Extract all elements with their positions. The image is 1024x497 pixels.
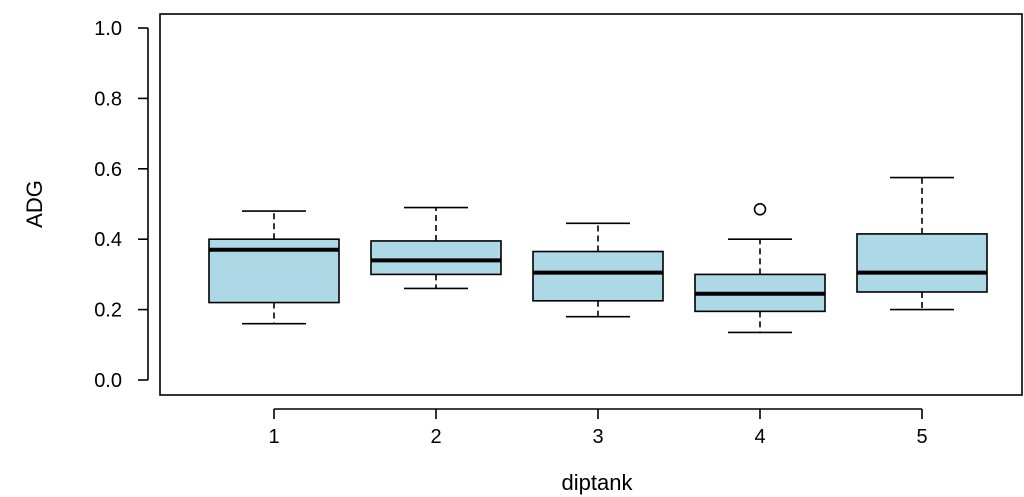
x-tick-label: 5 (916, 426, 927, 448)
y-tick-label: 0.2 (94, 300, 122, 322)
iqr-box (532, 250, 664, 302)
y-tick-label: 0.6 (94, 159, 122, 181)
plot-frame (159, 13, 1023, 396)
iqr-box (370, 240, 502, 276)
y-axis: 0.0 0.2 0.4 0.6 0.8 1.0 (94, 18, 149, 392)
x-tick-label: 2 (430, 426, 441, 448)
boxes (208, 176, 988, 334)
y-tick-label: 0.0 (94, 370, 122, 392)
iqr-box (856, 233, 988, 293)
y-tick-label: 1.0 (94, 18, 122, 40)
box-group-1 (208, 210, 340, 325)
box-group-3 (532, 222, 664, 318)
y-tick-label: 0.8 (94, 88, 122, 110)
x-tick-label: 4 (754, 426, 765, 448)
x-axis-title: diptank (562, 470, 634, 495)
y-axis-title: ADG (22, 180, 47, 228)
x-tick-label: 1 (268, 426, 279, 448)
x-axis: 1 2 3 4 5 (268, 408, 928, 448)
box-group-4 (694, 202, 826, 334)
outlier-point (753, 202, 767, 216)
x-tick-label: 3 (592, 426, 603, 448)
y-tick-label: 0.4 (94, 229, 122, 251)
box-group-2 (370, 206, 502, 290)
box-group-5 (856, 176, 988, 311)
